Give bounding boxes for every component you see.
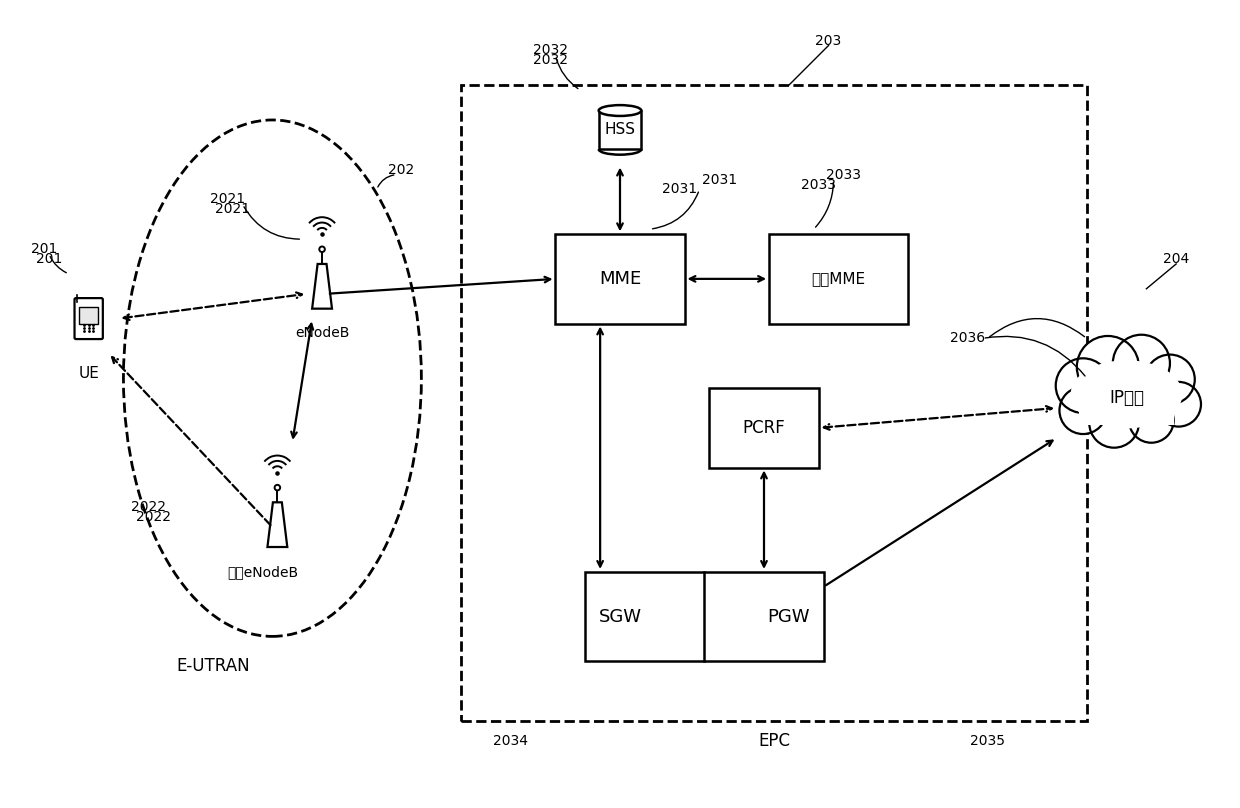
Text: 2033: 2033 xyxy=(826,167,861,182)
Text: 202: 202 xyxy=(388,162,414,177)
Text: 2031: 2031 xyxy=(702,173,737,187)
Text: 其它eNodeB: 其它eNodeB xyxy=(227,565,298,579)
Text: 2022: 2022 xyxy=(130,500,166,514)
Text: 201: 201 xyxy=(31,242,57,256)
Text: HSS: HSS xyxy=(604,122,635,137)
FancyBboxPatch shape xyxy=(709,388,818,468)
Text: 2031: 2031 xyxy=(662,183,697,196)
Text: eNodeB: eNodeB xyxy=(295,326,350,340)
Polygon shape xyxy=(268,503,288,547)
Circle shape xyxy=(1112,335,1171,392)
FancyBboxPatch shape xyxy=(1079,401,1174,425)
FancyBboxPatch shape xyxy=(599,111,641,149)
FancyBboxPatch shape xyxy=(74,298,103,339)
Text: 2021: 2021 xyxy=(210,192,246,206)
Circle shape xyxy=(1076,336,1138,398)
Text: PCRF: PCRF xyxy=(743,419,785,437)
Circle shape xyxy=(1128,398,1174,443)
Text: EPC: EPC xyxy=(758,732,790,750)
FancyBboxPatch shape xyxy=(461,85,1086,721)
Text: 其它MME: 其它MME xyxy=(811,271,866,286)
FancyBboxPatch shape xyxy=(79,307,98,324)
Text: 201: 201 xyxy=(36,252,62,266)
Text: 2034: 2034 xyxy=(494,734,528,747)
Circle shape xyxy=(1156,382,1202,427)
Text: E-UTRAN: E-UTRAN xyxy=(176,657,249,675)
Text: MME: MME xyxy=(599,270,641,288)
Text: 2021: 2021 xyxy=(215,202,250,217)
Text: 2032: 2032 xyxy=(533,53,568,67)
Text: 203: 203 xyxy=(816,33,842,48)
Text: IP业务: IP业务 xyxy=(1109,389,1145,407)
Text: SGW: SGW xyxy=(599,608,641,625)
Text: 2032: 2032 xyxy=(533,44,568,57)
Text: 2035: 2035 xyxy=(970,734,1004,747)
Text: 2036: 2036 xyxy=(950,331,985,346)
Text: 204: 204 xyxy=(1163,252,1189,266)
Text: 2033: 2033 xyxy=(801,178,836,191)
Ellipse shape xyxy=(599,105,641,116)
Circle shape xyxy=(274,485,280,490)
FancyBboxPatch shape xyxy=(556,234,684,323)
Text: 2022: 2022 xyxy=(135,510,171,524)
Text: UE: UE xyxy=(78,366,99,381)
Polygon shape xyxy=(312,264,332,309)
Ellipse shape xyxy=(1070,360,1183,428)
Circle shape xyxy=(319,246,325,252)
Circle shape xyxy=(1059,387,1106,434)
Circle shape xyxy=(1055,358,1110,413)
FancyBboxPatch shape xyxy=(585,572,823,661)
FancyBboxPatch shape xyxy=(769,234,908,323)
Circle shape xyxy=(1145,355,1195,404)
Circle shape xyxy=(1089,398,1138,448)
Text: PGW: PGW xyxy=(768,608,810,625)
